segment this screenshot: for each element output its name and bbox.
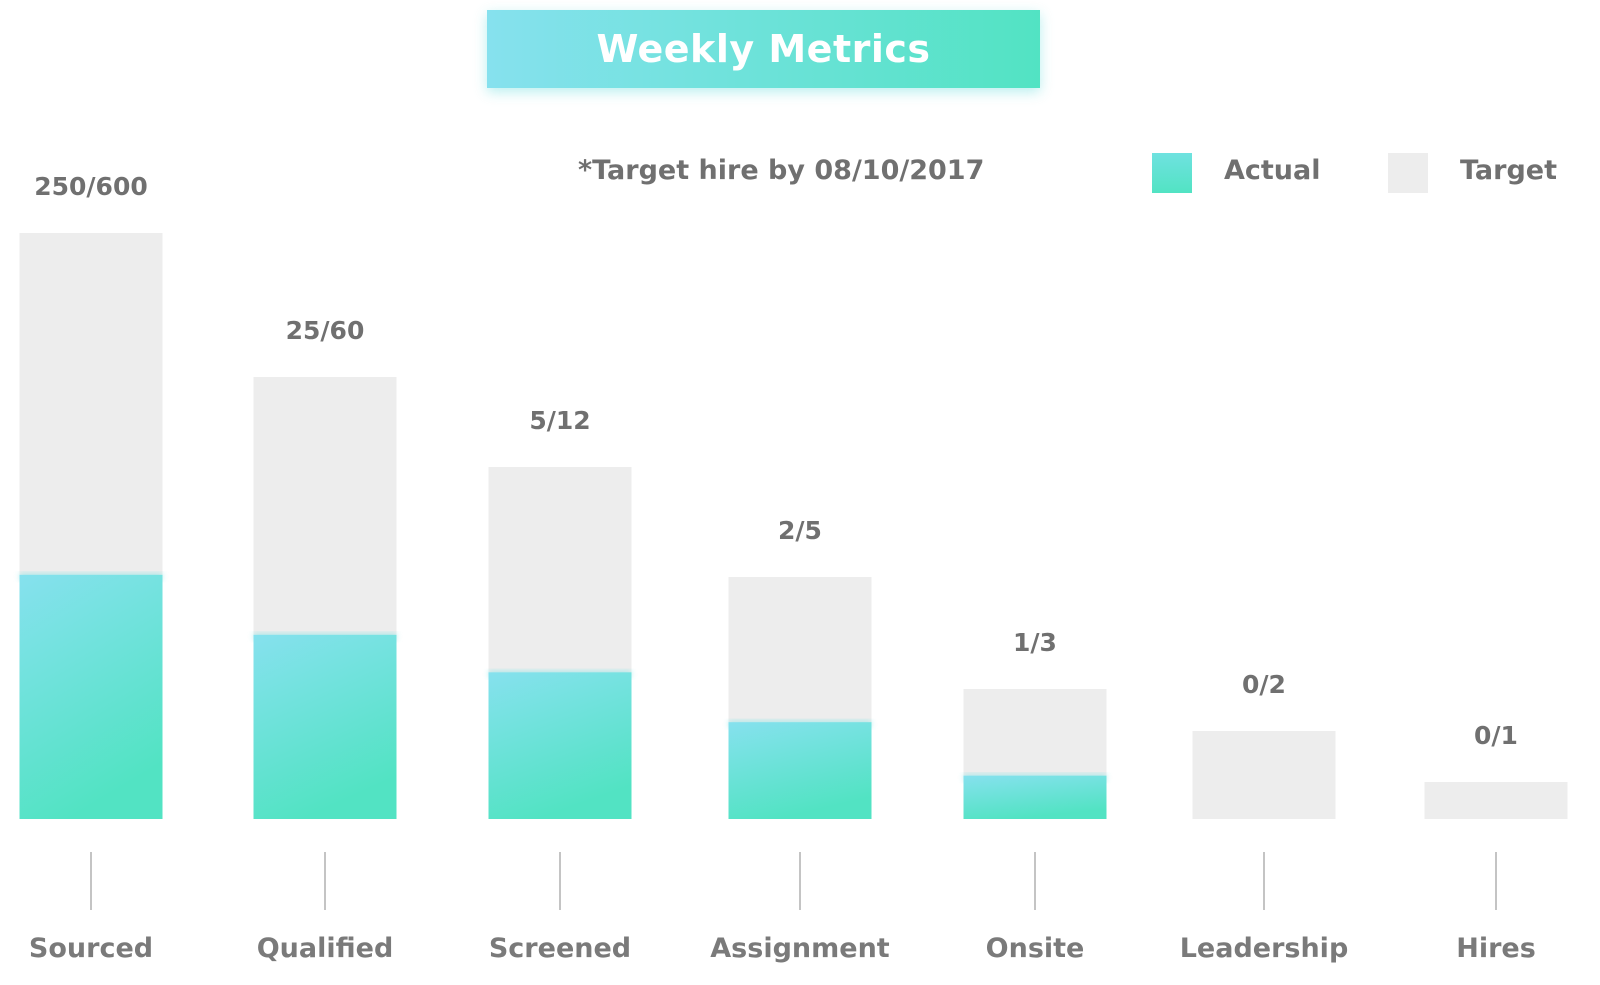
actual-bar-qualified <box>253 634 397 819</box>
value-label-onsite: 1/3 <box>1013 628 1057 657</box>
actual-bar-assignment <box>728 722 872 819</box>
value-label-assignment: 2/5 <box>778 516 822 545</box>
category-label-leadership: Leadership <box>1180 933 1349 964</box>
value-label-sourced: 250/600 <box>34 172 148 201</box>
legend-swatch-actual <box>1152 153 1192 193</box>
category-label-sourced: Sourced <box>29 933 153 964</box>
legend-swatch-target <box>1388 153 1428 193</box>
chart-title-banner: Weekly Metrics <box>487 10 1040 88</box>
target-bar-leadership <box>1192 731 1336 819</box>
legend-label-target: Target <box>1460 155 1558 186</box>
actual-bar-sourced <box>19 574 163 819</box>
target-bar-hires <box>1424 782 1568 819</box>
category-label-qualified: Qualified <box>257 933 394 964</box>
chart-title: Weekly Metrics <box>596 27 931 71</box>
category-label-screened: Screened <box>489 933 631 964</box>
category-label-assignment: Assignment <box>710 933 890 964</box>
target-hire-note: *Target hire by 08/10/2017 <box>578 155 985 186</box>
value-label-leadership: 0/2 <box>1242 670 1286 699</box>
category-label-onsite: Onsite <box>986 933 1085 964</box>
actual-bar-onsite <box>963 775 1107 819</box>
category-label-hires: Hires <box>1456 933 1536 964</box>
actual-bar-screened <box>488 672 632 819</box>
value-label-hires: 0/1 <box>1474 721 1518 750</box>
value-label-qualified: 25/60 <box>286 316 365 345</box>
value-label-screened: 5/12 <box>529 406 590 435</box>
legend-label-actual: Actual <box>1224 155 1321 186</box>
